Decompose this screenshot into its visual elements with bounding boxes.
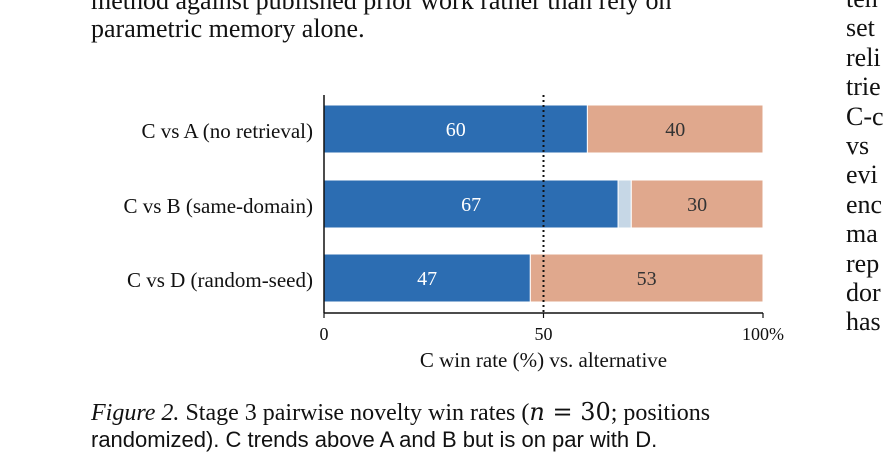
caption-math-equation: = 30 (544, 398, 611, 426)
bar-data-label: 60 (446, 119, 466, 141)
caption-math-variable: n (529, 398, 545, 426)
right-column-line: C-c (846, 101, 883, 131)
bar-data-label: 53 (637, 268, 657, 290)
x-tick-label: 100% (742, 324, 784, 344)
bar-segment (323, 253, 531, 303)
bar-data-label: 47 (417, 268, 437, 290)
x-tick-label: 50 (535, 324, 553, 344)
category-label: C vs A (no retrieval) (142, 119, 313, 143)
right-column-line: ten (846, 0, 883, 13)
figure-caption: Figure 2. Stage 3 pairwise novelty win r… (91, 398, 710, 427)
caption-text-end: ; positions (610, 400, 711, 426)
x-axis-title: C win rate (%) vs. alternative (420, 348, 667, 372)
right-column-line: set (846, 13, 875, 43)
bar-data-label: 67 (461, 194, 481, 216)
right-column-line: rep (846, 248, 880, 278)
right-column-line: has (846, 307, 881, 337)
category-label: C vs D (random-seed) (127, 268, 313, 292)
x-tick-label: 0 (320, 324, 329, 344)
preceding-paragraph-line: parametric memory alone. (91, 14, 365, 43)
preceding-paragraph-line: method against published prior work rath… (91, 0, 672, 15)
bar-segment (617, 179, 632, 229)
right-column-line: vs (846, 130, 870, 160)
category-label: C vs B (same-domain) (123, 194, 313, 218)
bar-data-label: 40 (665, 119, 685, 141)
bar-segment (586, 104, 764, 154)
right-column-line: trie (846, 72, 881, 102)
right-column-line: ma (846, 219, 878, 249)
caption-text: Stage 3 pairwise novelty win rates ( (185, 400, 530, 426)
figure-caption-line: randomized). C trends above A and B but … (91, 427, 658, 452)
bar-segment (529, 253, 764, 303)
win-rate-chart: 60 40 C vs A (no retrieval) 67 30 C vs B (sam… (123, 95, 784, 372)
right-column-line: dor (846, 277, 881, 307)
right-column-line: enc (846, 189, 883, 219)
right-column-line: evi (846, 160, 878, 190)
bar-segment (630, 179, 764, 229)
bar-segment (323, 179, 619, 229)
right-column-line: reli (846, 42, 881, 72)
bar-data-label: 30 (687, 194, 707, 216)
figure-label: Figure 2. (91, 400, 180, 426)
